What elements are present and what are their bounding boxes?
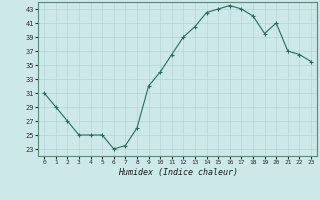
X-axis label: Humidex (Indice chaleur): Humidex (Indice chaleur) [118, 168, 238, 177]
